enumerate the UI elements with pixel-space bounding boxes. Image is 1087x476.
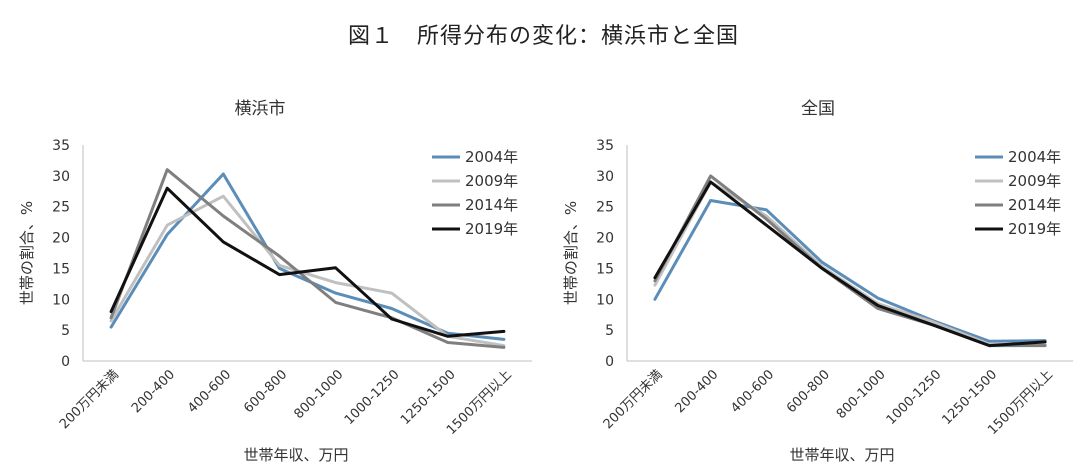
figure-title: 図１ 所得分布の変化：横浜市と全国 <box>347 24 739 49</box>
y-tick-label: 20 <box>596 231 614 247</box>
legend-label: 2014年 <box>1008 196 1061 214</box>
x-tick-label: 200-400 <box>672 367 721 416</box>
x-tick-label: 800-1000 <box>834 367 889 422</box>
y-tick-label: 5 <box>605 323 614 339</box>
y-tick-label: 15 <box>52 261 70 277</box>
y-tick-label: 25 <box>52 200 70 216</box>
x-tick-label: 400-600 <box>185 367 234 416</box>
series-line-2019年 <box>653 180 1047 348</box>
y-tick-label: 10 <box>52 292 70 308</box>
x-tick-label: 400-600 <box>728 367 777 416</box>
x-tick-label: 1000-1250 <box>342 367 403 428</box>
x-tick-label: 200万円未満 <box>601 367 666 432</box>
x-tick-label: 1250-1500 <box>398 367 459 428</box>
series-line-2004年 <box>109 172 506 341</box>
y-axis-title: 世帯の割合、% <box>18 201 36 305</box>
legend-label: 2019年 <box>1008 220 1061 238</box>
legend-label: 2004年 <box>1008 148 1061 166</box>
y-tick-label: 5 <box>61 323 70 339</box>
chart-yokohama: 横浜市 0 5 10 15 20 25 30 35 200万円未満 200-400 400-600 60… <box>18 99 532 464</box>
y-tick-label: 0 <box>61 354 70 370</box>
legend-label: 2009年 <box>465 172 518 190</box>
x-tick-label: 800-1000 <box>292 367 347 422</box>
legend-label: 2004年 <box>465 148 518 166</box>
chart-title: 横浜市 <box>235 99 286 119</box>
y-tick-label: 15 <box>596 261 614 277</box>
x-axis-title: 世帯年収、万円 <box>789 446 894 464</box>
x-axis-title: 世帯年収、万円 <box>243 446 348 464</box>
x-tick-label: 1250-1500 <box>939 367 1000 428</box>
y-tick-label: 30 <box>52 169 70 185</box>
y-tick-label: 35 <box>52 138 70 154</box>
chart-title: 全国 <box>801 99 835 119</box>
x-tick-label: 200-400 <box>129 367 178 416</box>
x-tick-label: 200万円未満 <box>57 367 122 432</box>
y-tick-label: 25 <box>596 200 614 216</box>
legend-label: 2014年 <box>465 196 518 214</box>
x-tick-label: 1000-1250 <box>884 367 945 428</box>
y-tick-label: 10 <box>596 292 614 308</box>
series-line-2004年 <box>653 199 1047 343</box>
series-line-2019年 <box>109 186 506 338</box>
chart-national: 全国 0 5 10 15 20 25 30 35 200万円未満 200-400 400-600 600… <box>562 99 1073 464</box>
y-tick-label: 0 <box>605 354 614 370</box>
y-tick-label: 20 <box>52 231 70 247</box>
x-tick-label: 600-800 <box>241 367 290 416</box>
x-tick-label: 600-800 <box>784 367 833 416</box>
series-line-2014年 <box>109 168 506 349</box>
legend-label: 2019年 <box>465 220 518 238</box>
y-tick-label: 30 <box>596 169 614 185</box>
legend-label: 2009年 <box>1008 172 1061 190</box>
y-axis-title: 世帯の割合、% <box>562 201 580 305</box>
y-tick-label: 35 <box>596 138 614 154</box>
series-line-2009年 <box>109 194 506 348</box>
